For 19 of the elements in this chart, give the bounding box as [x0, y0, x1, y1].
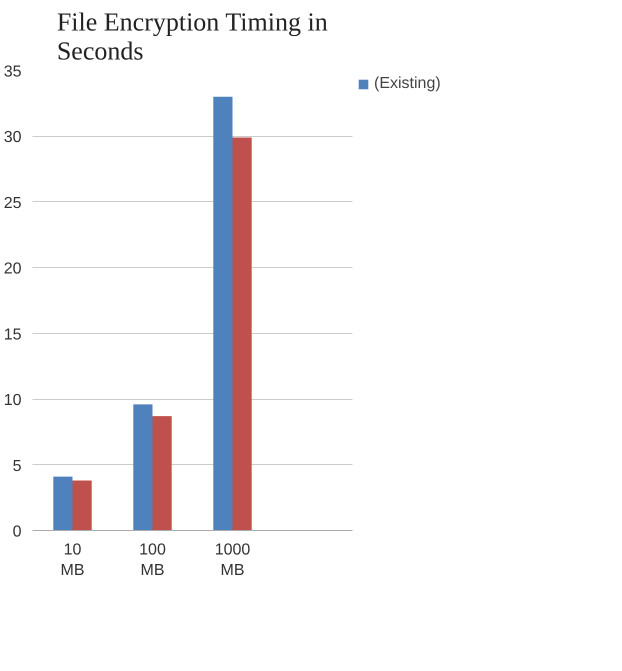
bar — [72, 480, 92, 530]
y-tick-label: 25 — [4, 194, 22, 212]
y-tick-label: 5 — [12, 458, 22, 475]
y-tick-label: 30 — [4, 129, 22, 146]
y-tick-label: 35 — [4, 64, 22, 80]
bar — [133, 404, 152, 530]
x-tick-label: 10 MB — [60, 542, 84, 579]
y-tick-label: 10 — [4, 392, 22, 410]
bar — [213, 96, 232, 530]
y-tick-label: 0 — [12, 524, 22, 540]
bar — [232, 138, 252, 530]
legend-label: (Existing) — [374, 75, 441, 93]
chart-title: File Encryption Timing in Seconds — [56, 8, 328, 66]
y-tick-label: 20 — [4, 260, 22, 278]
bar — [53, 476, 72, 530]
x-tick-label: 100 MB — [139, 542, 166, 579]
bar — [152, 416, 172, 530]
x-tick-label: 1000 MB — [214, 542, 250, 579]
y-tick-label: 15 — [4, 326, 22, 344]
